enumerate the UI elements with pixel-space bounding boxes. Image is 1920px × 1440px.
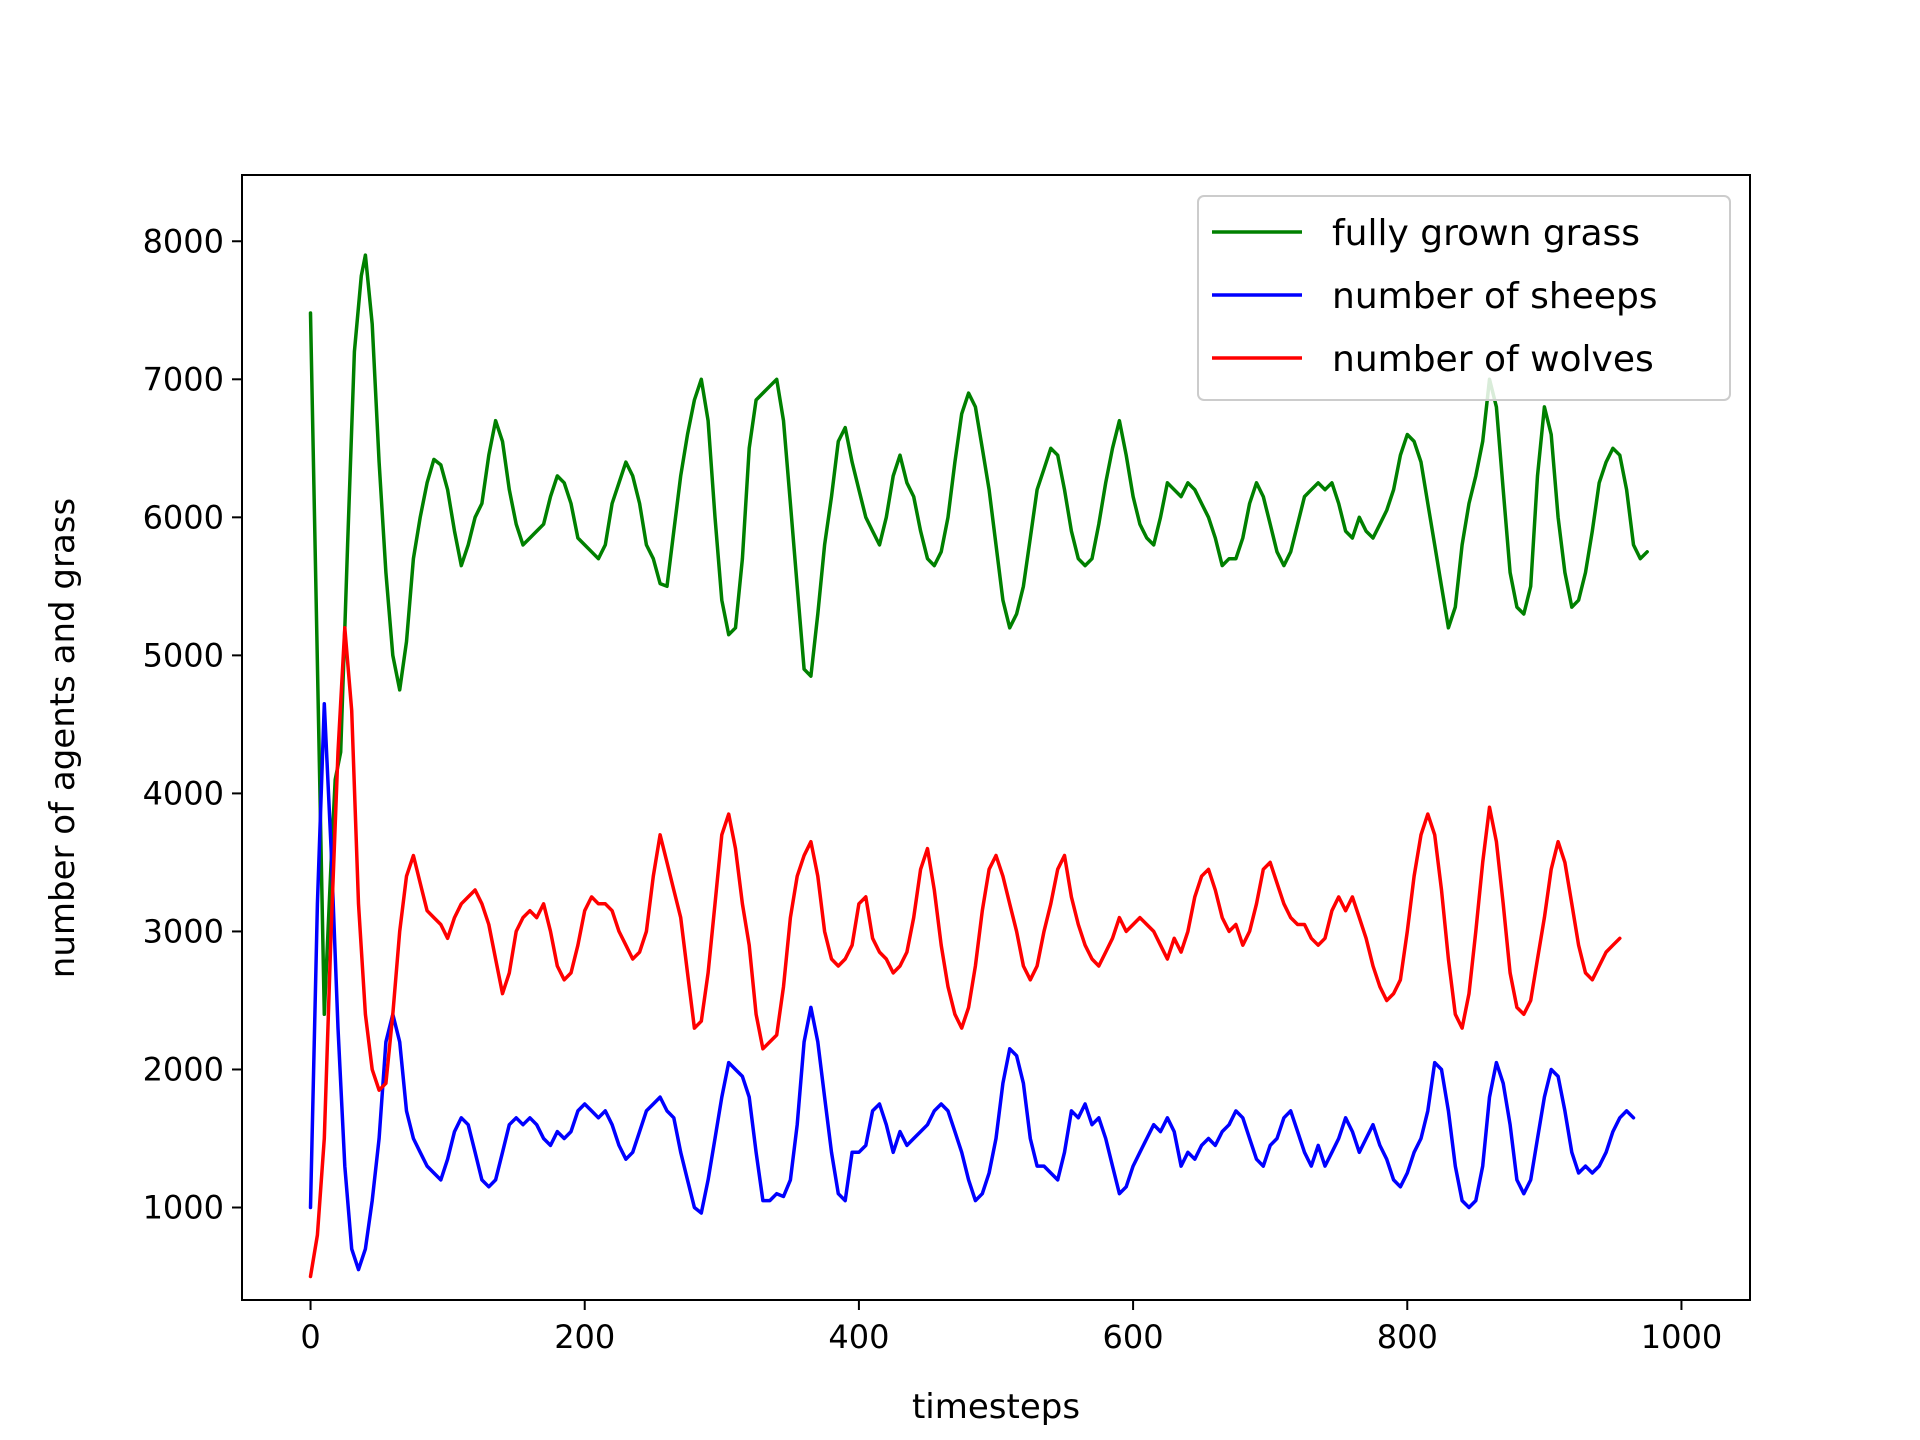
y-tick-label: 4000	[143, 774, 224, 812]
series-line-2	[308, 626, 1622, 1279]
y-tick-label: 5000	[143, 636, 224, 674]
x-tick-label: 200	[554, 1318, 615, 1356]
legend-label-1: number of sheeps	[1332, 276, 1658, 317]
x-tick-label: 400	[828, 1318, 889, 1356]
y-tick-label: 2000	[143, 1050, 224, 1088]
y-tick-label: 1000	[143, 1189, 224, 1227]
legend-box	[1197, 195, 1731, 401]
x-tick-label: 1000	[1641, 1318, 1722, 1356]
series-line-0	[308, 253, 1649, 1017]
y-tick-label: 7000	[143, 360, 224, 398]
x-tick-label: 600	[1103, 1318, 1164, 1356]
y-tick-label: 3000	[143, 912, 224, 950]
y-axis-label: number of agents and grass	[43, 498, 83, 978]
x-axis-label: timesteps	[912, 1387, 1080, 1427]
y-tick-label: 6000	[143, 498, 224, 536]
series-line-1	[308, 701, 1636, 1272]
ticks-layer: 0 200 400 600 800 1000 1000 2000 3000 4000 5000 600…	[143, 222, 1723, 1356]
y-tick-label: 8000	[143, 222, 224, 260]
legend-label-0: fully grown grass	[1332, 213, 1640, 254]
legend-label-2: number of wolves	[1332, 339, 1654, 380]
legend: fully grown grass number of sheeps number …	[1197, 195, 1731, 401]
x-tick-label: 0	[300, 1318, 320, 1356]
x-tick-label: 800	[1377, 1318, 1438, 1356]
plot-frame	[241, 174, 1751, 1301]
series-layer	[308, 253, 1649, 1279]
